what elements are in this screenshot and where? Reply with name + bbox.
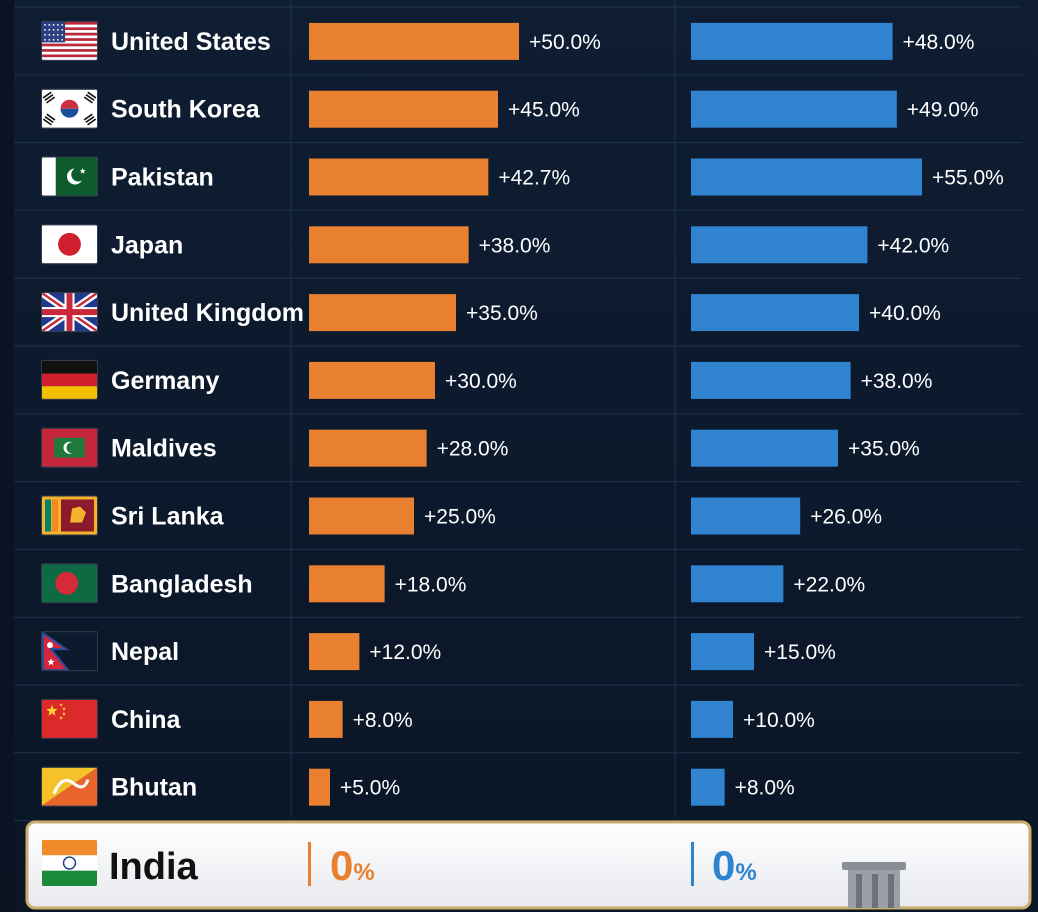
bar-label-series2: +38.0%	[861, 370, 933, 393]
us-flag-icon	[41, 20, 98, 61]
country-label: Germany	[111, 367, 219, 395]
country-label: United Kingdom	[111, 299, 304, 327]
country-label: Pakistan	[111, 164, 214, 192]
bar-label-series1: +50.0%	[529, 31, 601, 54]
highlight-value-series1: 0%	[330, 842, 375, 889]
bar-series1	[309, 565, 385, 603]
highlight-bar-series1	[308, 842, 311, 886]
table-row: Pakistan +42.7% +55.0%	[14, 156, 1022, 211]
bar-label-series1: +28.0%	[437, 438, 509, 461]
bar-label-series2: +49.0%	[907, 99, 979, 122]
bar-label-series1: +5.0%	[340, 777, 400, 800]
table-row: Bangladesh +18.0% +22.0%	[14, 563, 1022, 618]
bar-label-series2: +22.0%	[793, 573, 865, 596]
pk-flag-icon	[41, 156, 98, 197]
table-row: Maldives +28.0% +35.0%	[14, 427, 1022, 483]
bar-label-series2: +40.0%	[869, 302, 941, 325]
bar-label-series1: +12.0%	[369, 641, 441, 664]
table-row: Germany +30.0% +38.0%	[14, 359, 1022, 415]
country-label: South Korea	[111, 96, 261, 124]
bar-series1	[309, 497, 414, 535]
table-row: China +8.0% +10.0%	[14, 698, 1022, 754]
country-label: Japan	[111, 231, 183, 259]
bar-series1	[309, 633, 360, 671]
table-row: Japan +38.0% +42.0%	[14, 224, 1022, 279]
bar-series1	[309, 22, 519, 60]
gb-flag-icon	[41, 292, 98, 333]
np-flag-icon	[41, 631, 98, 672]
mv-flag-icon	[41, 427, 98, 468]
bar-series2	[691, 768, 725, 806]
kr-flag-icon	[41, 88, 98, 129]
highlight-bar-series2	[691, 842, 694, 886]
bar-label-series2: +42.0%	[877, 234, 949, 257]
bar-series2	[691, 565, 784, 603]
bar-label-series2: +15.0%	[764, 641, 836, 664]
country-label: Maldives	[111, 435, 217, 463]
bar-label-series2: +35.0%	[848, 438, 920, 461]
bar-series2	[691, 294, 859, 332]
country-label: Sri Lanka	[111, 503, 225, 531]
bar-label-series1: +30.0%	[445, 370, 517, 393]
trash-can-icon	[842, 862, 906, 908]
bar-label-series2: +26.0%	[810, 506, 882, 529]
bar-series2	[691, 429, 838, 467]
table-row: Nepal +12.0% +15.0%	[14, 631, 1022, 686]
country-label: United States	[111, 28, 271, 56]
bar-label-series1: +45.0%	[508, 99, 580, 122]
bar-series1	[309, 361, 435, 399]
bar-series1	[309, 158, 489, 196]
bar-label-series2: +10.0%	[743, 709, 815, 732]
bar-series2	[691, 633, 754, 671]
in-flag-icon	[41, 839, 98, 887]
lk-flag-icon	[41, 495, 98, 536]
bar-label-series1: +35.0%	[466, 302, 538, 325]
bar-series2	[691, 158, 922, 196]
country-label: Bhutan	[111, 774, 197, 802]
highlight-panel	[25, 820, 1032, 910]
bar-series1	[309, 429, 427, 467]
bar-label-series1: +38.0%	[479, 234, 551, 257]
highlight-country-label: India	[109, 846, 199, 888]
country-label: China	[111, 706, 182, 734]
de-flag-icon	[41, 359, 98, 400]
bar-series1	[309, 90, 498, 128]
bar-label-series1: +18.0%	[395, 573, 467, 596]
jp-flag-icon	[41, 224, 98, 265]
bar-label-series2: +48.0%	[903, 31, 975, 54]
bar-series1	[309, 294, 456, 332]
bar-series2	[691, 22, 893, 60]
table-row: South Korea +45.0% +49.0%	[14, 88, 1022, 144]
table-row: Sri Lanka +25.0% +26.0%	[14, 495, 1022, 550]
bd-flag-icon	[41, 563, 98, 604]
country-label: Nepal	[111, 638, 179, 666]
bar-series2	[691, 497, 801, 535]
bar-label-series1: +42.7%	[498, 167, 570, 190]
bar-series2	[691, 700, 733, 738]
bar-label-series1: +8.0%	[353, 709, 413, 732]
bar-series2	[691, 361, 851, 399]
highlight-row: India 0% 0%	[25, 820, 1032, 910]
bar-series2	[691, 90, 897, 128]
bar-series2	[691, 226, 868, 264]
highlight-value-series2: 0%	[712, 842, 757, 889]
bar-label-series2: +8.0%	[735, 777, 795, 800]
bt-flag-icon	[41, 766, 98, 807]
bar-label-series1: +25.0%	[424, 506, 496, 529]
bar-series1	[309, 700, 343, 738]
country-label: Bangladesh	[111, 570, 253, 598]
bar-label-series2: +55.0%	[932, 167, 1004, 190]
bar-series1	[309, 768, 330, 806]
table-row: United States +50.0% +48.0%	[14, 6, 1022, 76]
cn-flag-icon	[41, 698, 98, 739]
bar-series1	[309, 226, 469, 264]
table-row: United Kingdom +35.0% +40.0%	[14, 292, 1022, 347]
